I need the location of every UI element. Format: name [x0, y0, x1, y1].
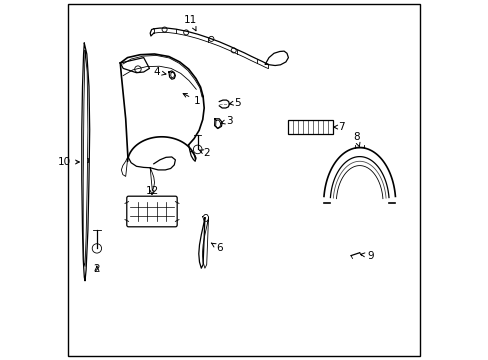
- Text: 8: 8: [352, 132, 359, 147]
- Text: 1: 1: [183, 94, 200, 106]
- FancyBboxPatch shape: [126, 196, 177, 227]
- Text: 6: 6: [211, 243, 223, 253]
- Text: 11: 11: [183, 15, 197, 31]
- Text: 7: 7: [333, 122, 344, 132]
- Text: 4: 4: [153, 67, 165, 77]
- Text: 3: 3: [221, 116, 233, 126]
- FancyBboxPatch shape: [68, 4, 419, 356]
- Text: 2: 2: [93, 264, 100, 274]
- Text: 12: 12: [145, 186, 158, 196]
- Text: 10: 10: [58, 157, 79, 167]
- Text: 9: 9: [360, 251, 373, 261]
- Text: 2: 2: [199, 148, 209, 158]
- Bar: [287, 120, 332, 134]
- Text: 5: 5: [229, 98, 240, 108]
